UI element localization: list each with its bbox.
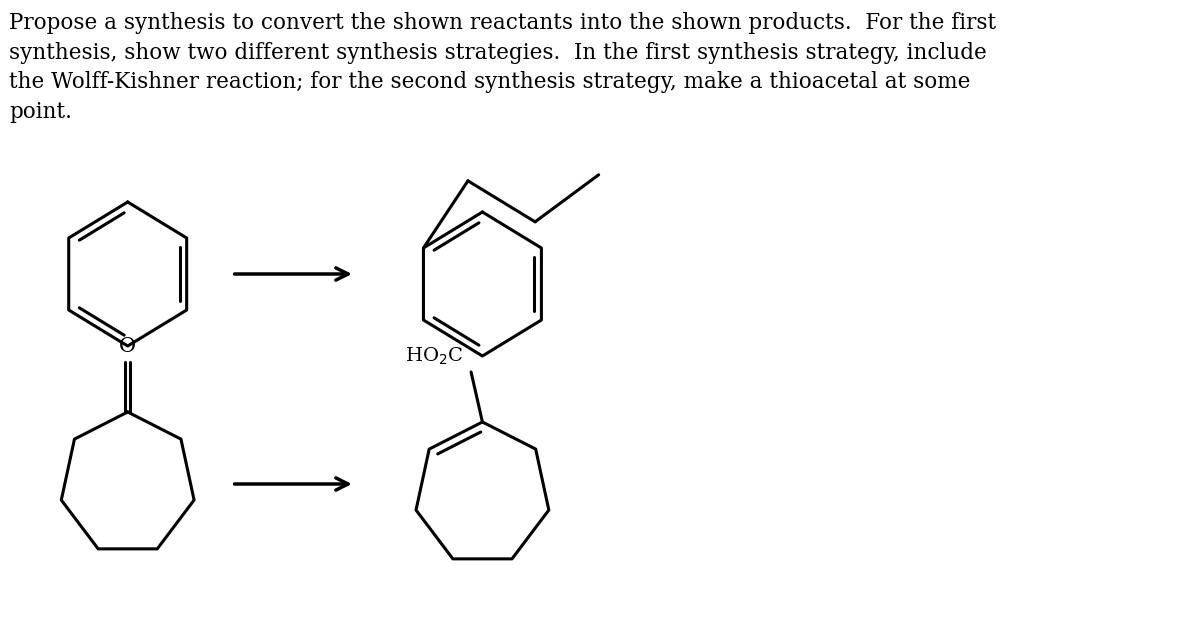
Text: O: O xyxy=(119,337,137,356)
Text: HO$_2$C: HO$_2$C xyxy=(406,346,463,367)
Text: Propose a synthesis to convert the shown reactants into the shown products.  For: Propose a synthesis to convert the shown… xyxy=(10,12,996,123)
